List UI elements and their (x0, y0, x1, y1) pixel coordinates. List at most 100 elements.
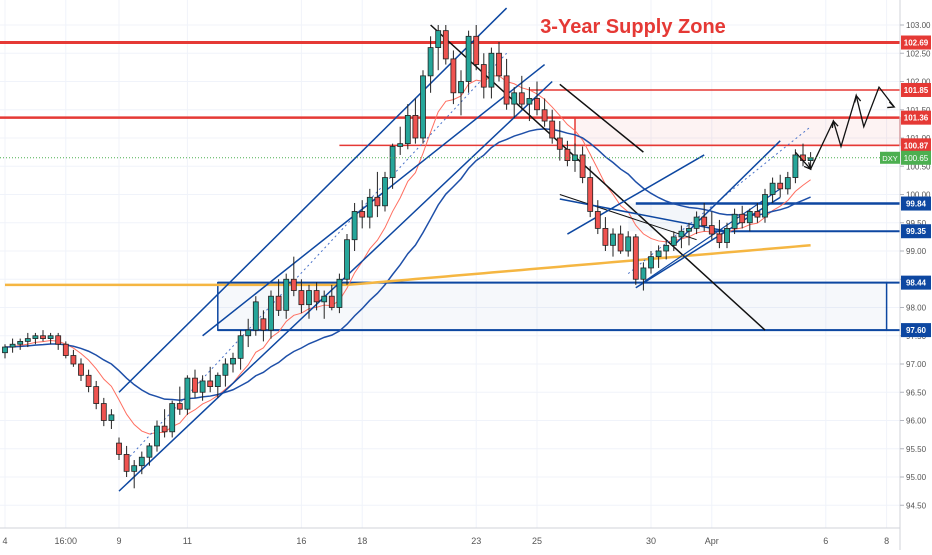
candle-body-77 (587, 177, 594, 212)
candle-body-96 (731, 213, 738, 229)
price-tick-label-14: 101.50 (906, 106, 931, 115)
candle-body-54 (412, 115, 419, 139)
candle-body-66 (503, 75, 510, 105)
time-tick-label-6: 23 (471, 536, 481, 546)
ascending-mid-line (627, 126, 811, 274)
candle-body-20 (154, 425, 160, 447)
candle-body-2 (17, 340, 24, 345)
trendlines (118, 7, 811, 492)
candle-body-95 (724, 227, 730, 243)
price-tick-label-10: 99.50 (906, 219, 927, 228)
symbol-tag-bg (880, 151, 900, 164)
candle-body-3 (24, 338, 31, 342)
time-tick-label-3: 11 (183, 536, 192, 546)
candle-body-4 (32, 335, 39, 339)
candle-body-88 (670, 236, 677, 246)
candle-body-53 (404, 115, 411, 145)
candle-body-25 (192, 377, 198, 393)
level-tag-label-4: 99.84 (906, 200, 927, 209)
candle-body-41 (313, 290, 320, 303)
time-tick-label-10: 6 (823, 536, 828, 546)
price-tick-label-11: 100.00 (906, 191, 931, 200)
candle-body-19 (146, 445, 153, 458)
candle-body-63 (480, 64, 487, 88)
candle-body-74 (564, 148, 571, 162)
candle-body-78 (594, 211, 601, 229)
candle-body-72 (549, 120, 556, 139)
level-tag-bg-2 (901, 110, 931, 125)
time-tick-label-7: 25 (532, 536, 542, 546)
candle-body-1 (9, 343, 16, 348)
candle-body-42 (321, 295, 328, 303)
downtrend-short-line (559, 83, 644, 153)
time-tick-label-2: 9 (116, 536, 121, 546)
candle-body-86 (655, 250, 662, 258)
time-tick-label-11: 8 (884, 536, 889, 546)
price-tick-label-2: 95.50 (906, 445, 927, 454)
price-tick-label-5: 97.00 (906, 360, 927, 369)
time-tick-label-4: 16 (296, 536, 306, 546)
candle-body-34 (260, 318, 267, 331)
price-tick-label-17: 103.00 (906, 21, 931, 30)
candle-body-16 (123, 453, 130, 472)
candle-body-75 (572, 154, 578, 161)
candle-body-98 (746, 211, 753, 224)
candle-body-24 (184, 377, 191, 410)
candle-body-22 (169, 403, 176, 433)
candle-body-29 (222, 363, 229, 376)
candle-body-84 (640, 267, 647, 280)
candle-body-14 (108, 414, 115, 421)
candle-body-94 (716, 233, 723, 243)
price-tick-label-12: 100.50 (906, 162, 931, 171)
candle-body-76 (579, 154, 586, 178)
level-tag-label-5: 99.35 (906, 227, 927, 236)
candle-body-33 (252, 301, 259, 331)
price-tick-label-7: 98.00 (906, 304, 927, 313)
candle-body-101 (769, 182, 776, 195)
price-tick-label-9: 99.00 (906, 247, 927, 256)
candle-body-21 (161, 425, 168, 433)
candle-body-80 (610, 233, 616, 246)
chart-title: 3-Year Supply Zone (540, 16, 726, 38)
candle-body-46 (351, 211, 358, 241)
time-tick-label-5: 18 (357, 536, 367, 546)
supply-zone-box (574, 116, 901, 147)
arrow-head-0 (803, 162, 812, 171)
candle-body-23 (176, 403, 183, 410)
candle-body-0 (2, 346, 8, 354)
level-tag-label-3: 100.87 (904, 141, 929, 150)
level-tag-label-2: 101.36 (904, 114, 929, 123)
candle-body-47 (359, 211, 366, 218)
candle-body-93 (708, 225, 715, 235)
candle-body-99 (754, 211, 761, 218)
ma-mid-line (4, 128, 811, 401)
candle-body-83 (632, 236, 639, 280)
projection-arrows (0, 85, 900, 171)
level-tag-label-6: 98.44 (906, 279, 927, 288)
candle-body-55 (420, 75, 426, 139)
level-tag-label-7: 97.60 (906, 326, 927, 335)
candle-body-60 (458, 81, 464, 94)
candle-body-89 (678, 230, 685, 238)
candle-body-103 (784, 177, 791, 190)
candle-body-39 (298, 290, 305, 306)
candle-body-38 (290, 278, 297, 291)
candle-body-68 (518, 92, 525, 105)
candle-body-44 (336, 278, 343, 308)
candle-body-64 (488, 52, 495, 88)
candle-body-85 (648, 256, 654, 269)
level-tag-bg-5 (901, 224, 931, 239)
candle-body-48 (366, 196, 373, 218)
candle-body-30 (230, 357, 236, 365)
candle-body-8 (62, 343, 69, 356)
candle-body-37 (283, 278, 290, 311)
candle-body-73 (556, 137, 563, 150)
candle-body-82 (625, 236, 632, 252)
candle-body-40 (306, 290, 312, 306)
candle-body-17 (131, 465, 138, 472)
projection-path (794, 85, 895, 171)
price-tick-label-1: 95.00 (906, 473, 927, 482)
candle-body-6 (47, 335, 54, 339)
